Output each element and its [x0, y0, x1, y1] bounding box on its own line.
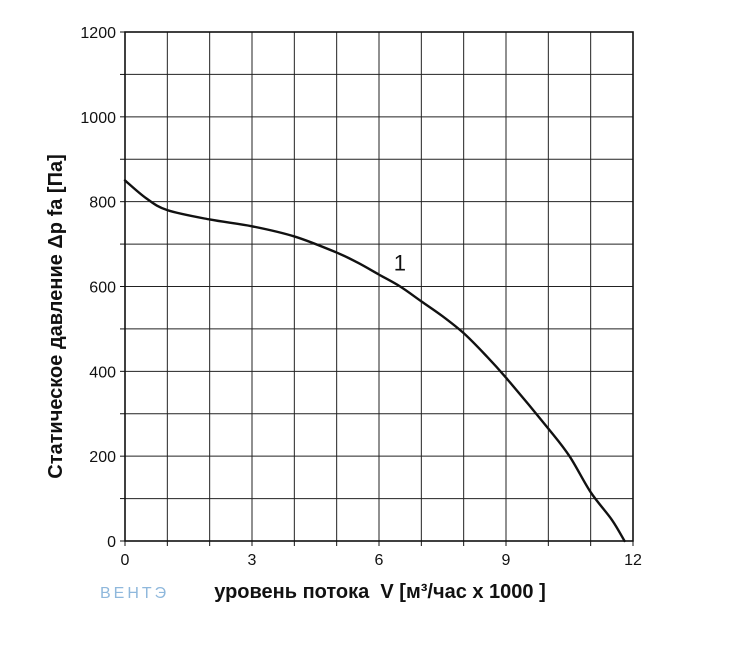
y-tick-label: 800: [89, 195, 116, 212]
grid: [120, 31, 634, 546]
x-tick-label: 3: [248, 552, 257, 569]
curve-1-label: 1: [394, 250, 406, 275]
y-tick-label: 1000: [80, 110, 116, 127]
y-axis-title: Статическое давление Δp fa [Па]: [45, 154, 67, 478]
y-tick-label: 1200: [80, 25, 116, 42]
watermark-text: ВЕНТЭ: [100, 585, 169, 602]
curve-1-line: [123, 179, 626, 543]
y-tick-label: 200: [89, 449, 116, 466]
y-tick-label: 600: [89, 280, 116, 297]
y-tick-label: 400: [89, 364, 116, 381]
plot-frame: [124, 31, 634, 542]
x-tick-labels: 0 3 6 9 12: [121, 552, 642, 569]
x-axis-title: уровень потока V [м³/час x 1000 ]: [214, 581, 546, 603]
x-tick-label: 12: [624, 552, 642, 569]
x-tick-label: 0: [121, 552, 130, 569]
y-tick-labels: 0 200 400 600 800 1000 1200: [80, 25, 116, 551]
x-tick-label: 6: [375, 552, 384, 569]
x-tick-label: 9: [502, 552, 511, 569]
y-tick-label: 0: [107, 534, 116, 551]
